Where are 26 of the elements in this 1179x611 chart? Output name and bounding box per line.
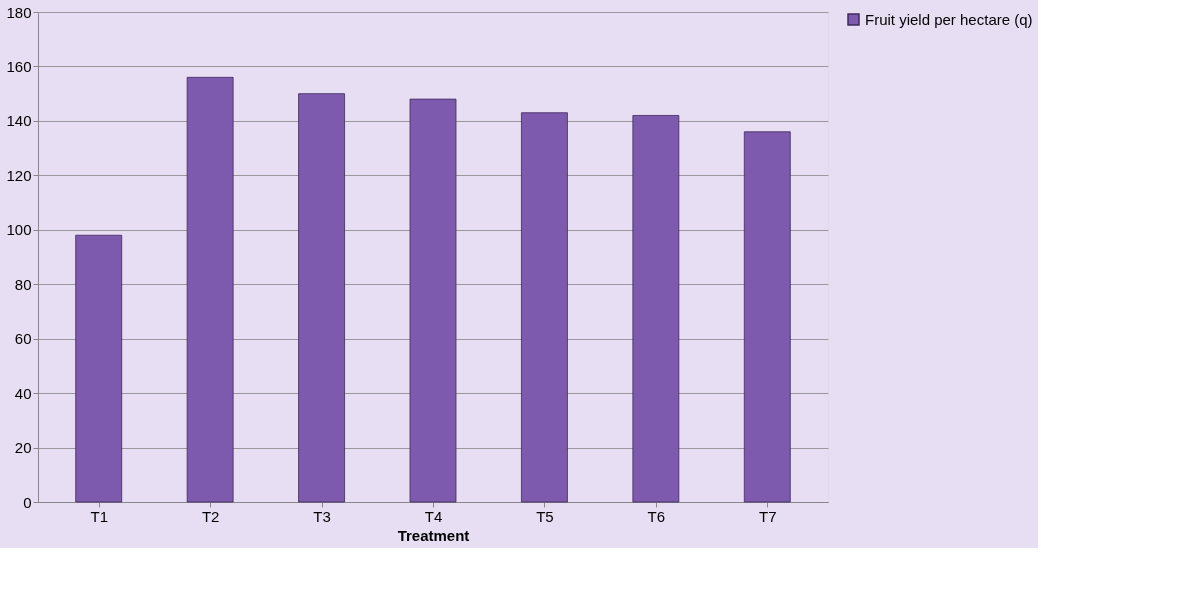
x-tick-label: T1 [90,507,108,525]
y-tick-label: 120 [6,166,32,184]
bar [632,115,680,503]
y-tick-label: 40 [14,384,32,402]
y-tick-label: 160 [6,57,32,75]
y-tick-label: 0 [23,493,32,511]
x-tick-label: T6 [647,507,666,525]
x-tick-label: T7 [759,507,777,525]
bar [75,234,123,503]
y-tick-label: 100 [6,221,32,239]
y-tick-label: 60 [14,330,32,348]
y-tick-label: 20 [14,439,32,457]
y-tick-label: 180 [6,3,32,21]
x-tick-label: T3 [313,507,331,525]
bar [186,76,234,503]
bar [298,93,345,503]
bar [743,131,791,503]
bar [521,112,568,503]
bar [409,98,457,503]
x-tick-label: T2 [201,507,220,525]
y-tick-label: 80 [14,275,32,293]
y-tick-label: 140 [6,112,32,130]
legend-label: Fruit yield per hectare (q) [865,10,1033,28]
x-axis-title: Treatment [397,526,470,544]
x-tick-label: T4 [424,507,443,525]
x-tick-label: T5 [536,507,554,525]
